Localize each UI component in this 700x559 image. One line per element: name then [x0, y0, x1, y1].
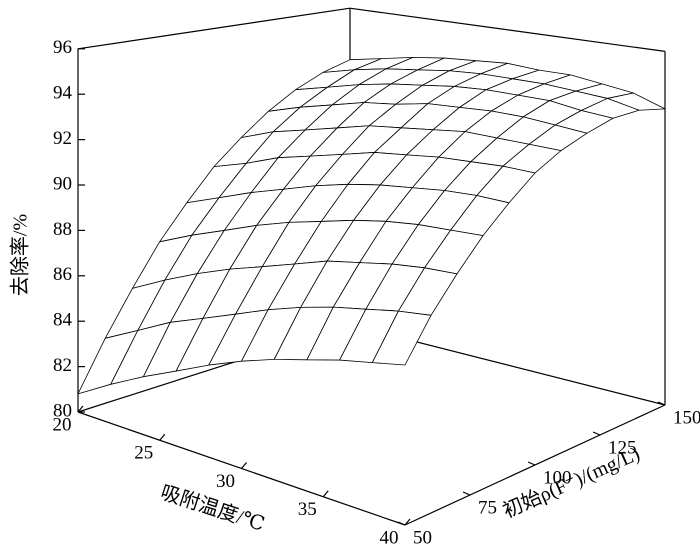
y-tick-label: 75: [478, 497, 497, 518]
surface-cell: [371, 310, 432, 366]
z-axis-label: 去除率/%: [9, 214, 32, 296]
y-tick-label: 100: [543, 467, 572, 488]
y-tick: [527, 461, 536, 466]
y-tick-label: 50: [413, 527, 432, 548]
y-tick: [592, 431, 601, 436]
z-tick-label: 96: [53, 37, 72, 58]
z-tick-label: 92: [53, 128, 72, 149]
x-axis-label: 吸附温度/℃: [158, 481, 268, 536]
z-tick-label: 94: [53, 83, 73, 104]
y-tick-label: 150: [673, 407, 700, 428]
y-tick: [657, 401, 666, 406]
z-tick-label: 82: [53, 355, 72, 376]
z-tick-label: 90: [53, 173, 72, 194]
axis-line: [349, 7, 666, 52]
x-tick-label: 20: [53, 414, 72, 435]
z-tick-label: 80: [53, 400, 72, 421]
x-tick: [77, 405, 84, 413]
x-tick-label: 30: [216, 471, 235, 492]
x-tick: [159, 433, 166, 441]
x-tick-label: 40: [380, 527, 399, 548]
x-tick-label: 35: [298, 499, 317, 520]
x-tick: [322, 490, 329, 498]
z-tick-label: 88: [53, 219, 72, 240]
x-tick: [404, 518, 411, 526]
x-tick-label: 25: [134, 443, 153, 464]
axis-line: [77, 7, 351, 50]
y-tick: [397, 521, 406, 526]
y-tick: [462, 491, 471, 496]
z-tick-label: 86: [53, 264, 72, 285]
y-tick-label: 125: [608, 437, 637, 458]
x-tick: [241, 462, 247, 469]
z-tick-label: 84: [53, 310, 73, 331]
